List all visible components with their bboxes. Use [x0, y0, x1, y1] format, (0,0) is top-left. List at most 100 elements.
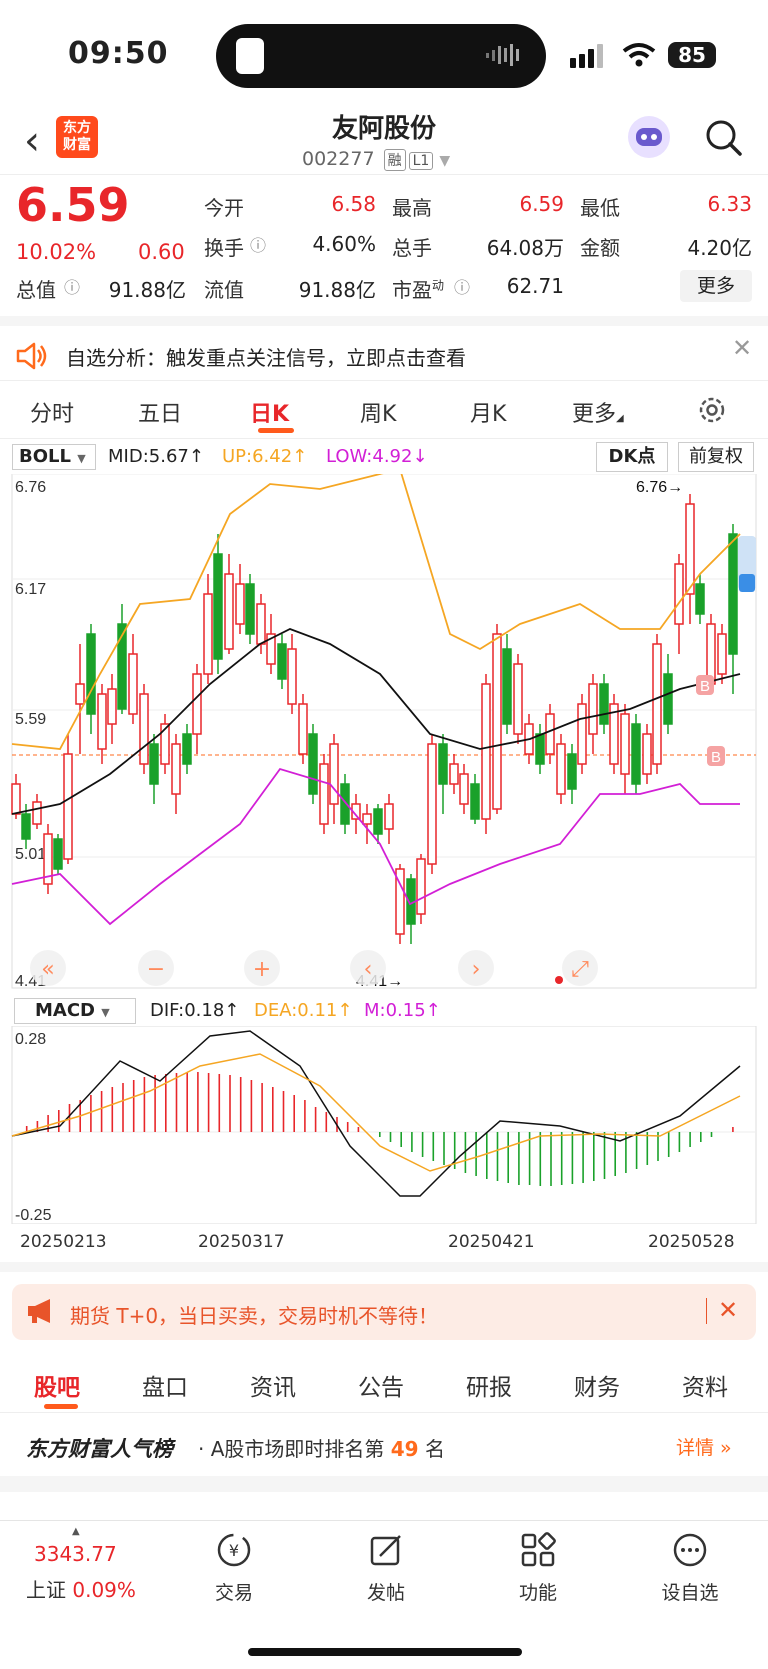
- candle-body: [97, 693, 107, 750]
- tab-financials[interactable]: 财务: [574, 1375, 620, 1401]
- more-dots-icon[interactable]: [670, 1530, 710, 1570]
- candle-body: [298, 703, 308, 755]
- tab-daily-k[interactable]: 日K: [250, 402, 290, 427]
- candle-body: [203, 593, 213, 675]
- chevron-down-icon: ▼: [439, 153, 451, 169]
- divider: [0, 1412, 768, 1413]
- tab-orderbook[interactable]: 盘口: [142, 1375, 188, 1401]
- ranking-detail-link[interactable]: 详情 »: [676, 1437, 732, 1459]
- candle-body: [75, 683, 85, 705]
- tab-intraday[interactable]: 分时: [30, 402, 75, 427]
- more-quote-button[interactable]: 更多: [680, 270, 752, 302]
- y-tick-label: 6.76: [15, 479, 46, 496]
- nav-add-watchlist[interactable]: 设自选: [661, 1582, 719, 1604]
- index-value[interactable]: 3343.77: [34, 1542, 117, 1566]
- margin-tag: 融: [383, 149, 406, 171]
- boll-up: UP:6.42↑: [222, 446, 308, 467]
- tab-monthly-k[interactable]: 月K: [470, 402, 507, 427]
- back-icon[interactable]: ‹: [24, 118, 40, 164]
- info-icon[interactable]: ⓘ: [454, 278, 471, 297]
- tab-forum[interactable]: 股吧: [34, 1375, 80, 1401]
- kline-chart[interactable]: 6.766.175.595.014.416.76→4.41→BB«−+‹›⤢: [0, 474, 768, 994]
- boll-mid-line: [11, 628, 741, 815]
- chart-frame: [11, 1026, 757, 1224]
- candle-body: [728, 533, 738, 655]
- candle-body: [470, 783, 480, 820]
- sell-signal-marker: [739, 574, 755, 592]
- candle-body: [362, 813, 372, 825]
- date-label: 20250528: [648, 1232, 735, 1252]
- macd-dea: DEA:0.11↑: [254, 1000, 353, 1021]
- index-name[interactable]: 上证 0.09%: [26, 1578, 136, 1602]
- candle-body: [663, 673, 673, 725]
- close-icon[interactable]: ✕: [732, 334, 753, 362]
- candle-body: [492, 633, 502, 810]
- macd-selector[interactable]: MACD ▼: [14, 998, 136, 1024]
- tab-profile[interactable]: 资料: [682, 1375, 728, 1401]
- candle-body: [43, 833, 53, 885]
- close-icon[interactable]: ✕: [718, 1296, 739, 1324]
- stock-name: 友阿股份: [331, 114, 436, 144]
- boll-up-line: [11, 474, 741, 750]
- tab-more[interactable]: 更多◢: [572, 402, 624, 427]
- turnover-label: 换手: [204, 236, 244, 260]
- boll-mid: MID:5.67↑: [108, 446, 204, 467]
- tab-news[interactable]: 资讯: [250, 1375, 296, 1401]
- tab-research[interactable]: 研报: [466, 1375, 512, 1401]
- info-icon[interactable]: ⓘ: [64, 278, 81, 297]
- candle-body: [535, 733, 545, 765]
- divider: [0, 1476, 768, 1492]
- chart-control-icon: ‹: [364, 957, 373, 982]
- popularity-ranking-title: 东方财富人气榜: [26, 1437, 173, 1461]
- macd-chart[interactable]: 0.28 -0.25: [0, 1026, 768, 1224]
- search-icon[interactable]: [704, 118, 744, 158]
- pe-label: 市盈动: [392, 278, 445, 302]
- dk-point-button[interactable]: DK点: [596, 442, 668, 472]
- app-activity-icon: [236, 38, 264, 74]
- candle-body: [588, 683, 598, 735]
- assistant-robot-icon[interactable]: [628, 116, 670, 158]
- amount-label: 金额: [580, 236, 620, 260]
- candle-body: [308, 733, 318, 795]
- boll-low-line: [11, 767, 740, 926]
- ad-text[interactable]: 期货 T+0，当日买卖，交易时机不等待！: [70, 1304, 439, 1328]
- tab-five-day[interactable]: 五日: [138, 402, 183, 427]
- candle-body: [459, 773, 469, 805]
- svg-text:¥: ¥: [229, 1541, 239, 1560]
- divider: [0, 1262, 768, 1272]
- boll-selector[interactable]: BOLL ▼: [12, 444, 96, 470]
- info-icon[interactable]: ⓘ: [250, 236, 267, 255]
- grid-icon[interactable]: [518, 1530, 558, 1570]
- tab-announcements[interactable]: 公告: [358, 1375, 404, 1401]
- notice-text[interactable]: 自选分析：触发重点关注信号，立即点击查看: [66, 346, 466, 370]
- chart-control-button: [244, 950, 280, 986]
- max-price-marker: 6.76→: [636, 479, 683, 496]
- chart-control-icon: +: [253, 957, 271, 982]
- high-value: 6.59: [519, 192, 564, 216]
- turnover-value: 4.60%: [312, 232, 376, 256]
- candle-body: [192, 673, 202, 735]
- candle-body: [567, 753, 577, 790]
- forward-adjust-button[interactable]: 前复权: [678, 442, 754, 472]
- macd-dif-line: [11, 1030, 741, 1197]
- y-tick-label: 6.17: [15, 581, 46, 598]
- chart-control-button: [458, 950, 494, 986]
- candle-body: [449, 763, 459, 785]
- candle-body: [395, 868, 405, 935]
- nav-trade[interactable]: 交易: [214, 1582, 253, 1604]
- active-tab-underline: [258, 428, 294, 433]
- macd-dif: DIF:0.18↑: [150, 1000, 240, 1021]
- gear-icon[interactable]: [696, 394, 728, 426]
- macd-dea-line: [11, 1053, 741, 1172]
- volume-value: 64.08万: [486, 236, 564, 260]
- nav-post[interactable]: 发帖: [366, 1582, 405, 1604]
- stock-code-row[interactable]: 002277 融 L1 ▼: [302, 148, 450, 171]
- candle-body: [213, 553, 223, 660]
- post-icon[interactable]: [366, 1530, 406, 1570]
- nav-features[interactable]: 功能: [518, 1582, 557, 1604]
- open-label: 今开: [204, 196, 244, 220]
- tab-weekly-k[interactable]: 周K: [360, 402, 397, 427]
- trade-icon[interactable]: ¥: [214, 1530, 254, 1570]
- candle-body: [11, 783, 21, 815]
- futures-ad-banner[interactable]: [12, 1284, 756, 1340]
